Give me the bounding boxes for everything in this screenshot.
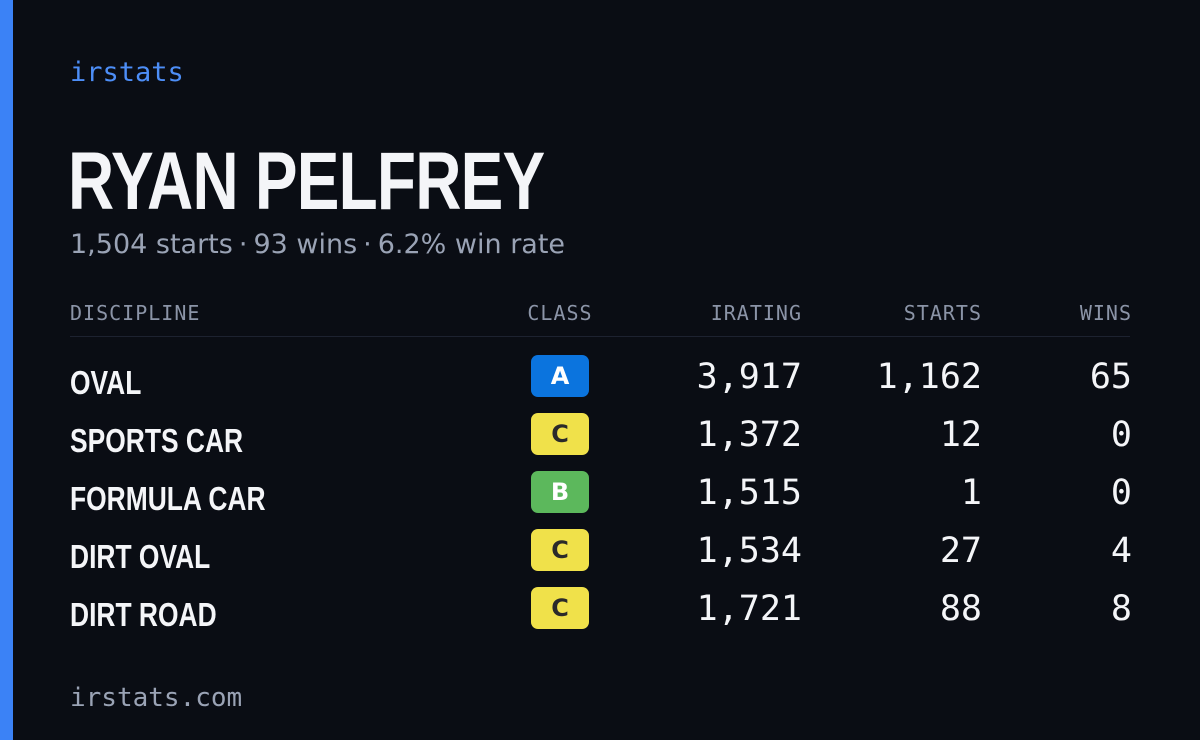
table-row: SPORTS CAR C 1,372 12 0 — [0, 413, 1200, 471]
irating-value: 1,534 — [696, 531, 802, 571]
starts-value: 12 — [939, 415, 982, 455]
separator: · — [363, 229, 372, 260]
brand-logo: irstats — [70, 57, 184, 88]
irating-value: 1,515 — [696, 473, 802, 513]
player-summary: 1,504 starts · 93 wins · 6.2% win rate — [70, 228, 565, 262]
table-row: DIRT OVAL C 1,534 27 4 — [0, 529, 1200, 587]
table-row: FORMULA CAR B 1,515 1 0 — [0, 471, 1200, 529]
irating-value: 1,721 — [696, 589, 802, 629]
header-irating: IRATING — [710, 301, 802, 325]
table-row: OVAL A 3,917 1,162 65 — [0, 355, 1200, 413]
starts-value: 1,162 — [876, 357, 982, 397]
table-row: DIRT ROAD C 1,721 88 8 — [0, 587, 1200, 645]
wins-value: 8 — [1110, 589, 1132, 629]
starts-value: 1 — [960, 473, 982, 513]
class-badge: A — [531, 355, 589, 397]
header-divider — [70, 336, 1130, 337]
header-class: CLASS — [527, 301, 593, 325]
discipline-name: SPORTS CAR — [70, 422, 244, 459]
class-badge: C — [531, 413, 589, 455]
class-badge: B — [531, 471, 589, 513]
player-name: RYAN PELFREY — [68, 136, 545, 227]
wins-value: 0 — [1110, 473, 1132, 513]
irating-value: 1,372 — [696, 415, 802, 455]
wins-value: 0 — [1110, 415, 1132, 455]
header-discipline: DISCIPLINE — [70, 301, 201, 325]
discipline-name: DIRT OVAL — [70, 538, 211, 575]
header-wins: WINS — [1079, 301, 1132, 325]
separator: · — [238, 229, 248, 260]
win-rate-summary: 6.2% win rate — [377, 229, 566, 260]
accent-bar — [0, 0, 13, 740]
starts-value: 27 — [939, 531, 982, 571]
class-badge: C — [531, 529, 589, 571]
starts-value: 88 — [939, 589, 982, 629]
class-badge: C — [531, 587, 589, 629]
discipline-name: OVAL — [70, 364, 142, 401]
discipline-name: FORMULA CAR — [70, 480, 266, 517]
wins-value: 4 — [1110, 531, 1132, 571]
wins-summary: 93 wins — [253, 229, 358, 260]
starts-summary: 1,504 starts — [70, 229, 233, 260]
wins-value: 65 — [1089, 357, 1132, 397]
header-starts: STARTS — [903, 301, 982, 325]
footer-url: irstats.com — [70, 683, 243, 713]
irating-value: 3,917 — [696, 357, 802, 397]
discipline-name: DIRT ROAD — [70, 596, 217, 633]
